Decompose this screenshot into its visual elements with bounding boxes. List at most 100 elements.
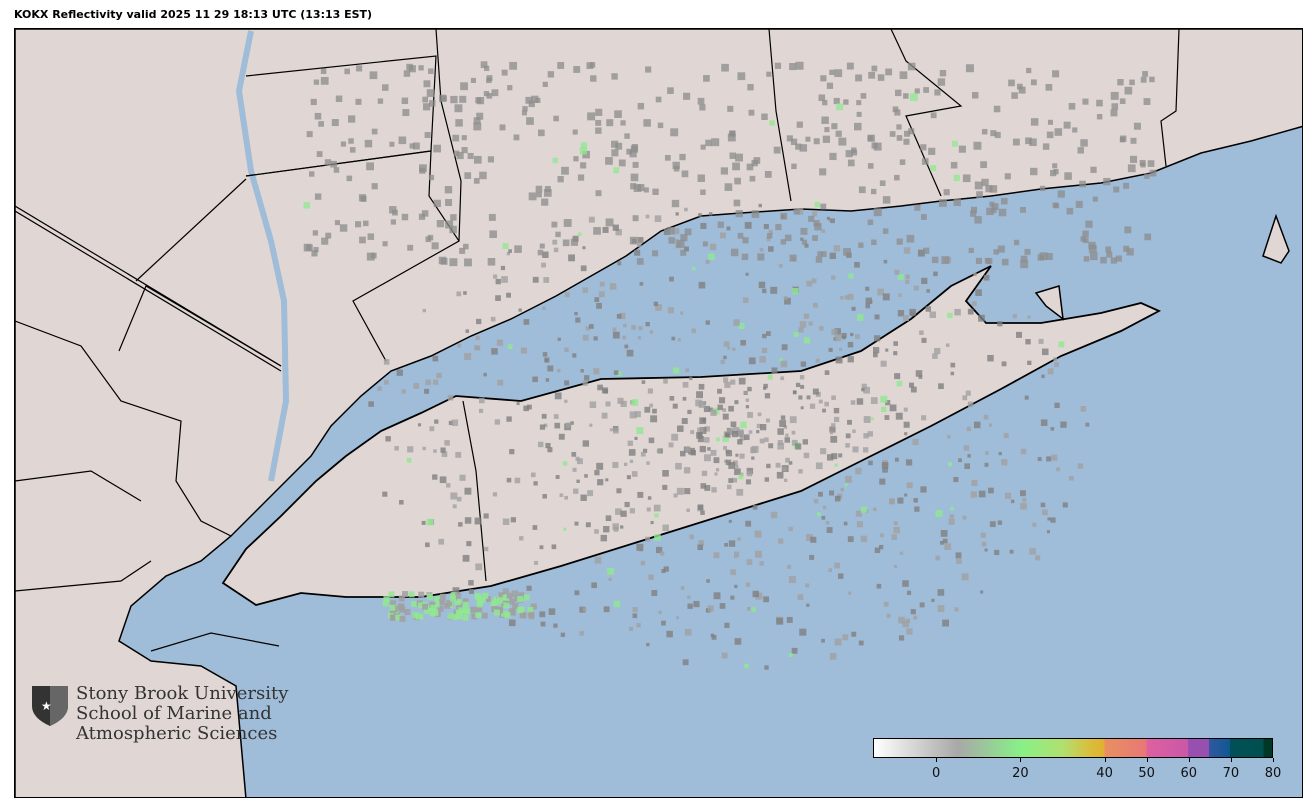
radar-echo-pixel xyxy=(845,433,851,439)
radar-echo-pixel xyxy=(590,75,597,82)
radar-echo-pixel xyxy=(593,336,598,341)
radar-echo-pixel xyxy=(445,199,453,207)
radar-echo-pixel xyxy=(938,199,947,207)
radar-echo-pixel xyxy=(921,415,927,421)
radar-echo-pixel xyxy=(805,534,813,542)
radar-echo-pixel xyxy=(701,470,708,477)
radar-echo-pixel xyxy=(645,322,650,327)
radar-echo-pixel xyxy=(814,201,820,208)
radar-echo-pixel xyxy=(520,612,527,619)
radar-echo-pixel xyxy=(554,422,561,429)
radar-echo-pixel xyxy=(1045,83,1053,91)
radar-echo-pixel xyxy=(792,288,799,295)
radar-echo-pixel xyxy=(449,225,457,234)
radar-echo-pixel xyxy=(1085,220,1093,228)
radar-echo-pixel xyxy=(812,388,819,395)
radar-echo-pixel xyxy=(579,606,586,613)
radar-echo-pixel xyxy=(676,616,680,620)
radar-echo-pixel xyxy=(680,234,688,242)
radar-echo-pixel xyxy=(777,442,785,450)
radar-echo-pixel xyxy=(526,585,532,591)
radar-echo-pixel xyxy=(619,312,626,320)
radar-echo-pixel xyxy=(664,154,671,161)
radar-echo-pixel xyxy=(731,431,738,438)
radar-echo-pixel xyxy=(882,228,889,234)
radar-echo-pixel xyxy=(446,483,451,488)
radar-echo-pixel xyxy=(785,433,789,437)
radar-echo-pixel xyxy=(805,583,810,588)
radar-echo-pixel xyxy=(470,77,476,83)
radar-echo-pixel xyxy=(404,609,411,616)
radar-echo-pixel xyxy=(787,564,792,569)
radar-echo-pixel xyxy=(956,558,962,564)
radar-echo-pixel xyxy=(407,446,414,453)
radar-echo-pixel xyxy=(835,130,842,137)
radar-echo-pixel xyxy=(950,371,955,376)
radar-echo-pixel xyxy=(478,408,484,413)
radar-echo-pixel xyxy=(799,321,807,328)
radar-echo-pixel xyxy=(813,498,819,504)
radar-echo-pixel xyxy=(819,326,824,331)
colorbar-tickmark xyxy=(1104,758,1106,762)
radar-echo-pixel xyxy=(413,383,420,389)
radar-echo-pixel xyxy=(1080,236,1086,242)
radar-echo-pixel xyxy=(746,471,753,477)
radar-echo-pixel xyxy=(651,590,658,596)
radar-echo-pixel xyxy=(970,210,977,217)
radar-echo-pixel xyxy=(777,428,784,435)
radar-echo-pixel xyxy=(739,430,744,435)
radar-echo-pixel xyxy=(646,507,651,512)
radar-echo-pixel xyxy=(904,432,908,436)
radar-echo-pixel xyxy=(543,423,548,428)
radar-echo-pixel xyxy=(868,460,873,466)
radar-echo-pixel xyxy=(967,454,971,458)
radar-echo-pixel xyxy=(447,394,454,401)
radar-echo-pixel xyxy=(557,62,565,69)
radar-echo-pixel xyxy=(975,289,982,296)
radar-echo-pixel xyxy=(526,404,532,410)
radar-echo-pixel xyxy=(938,383,944,390)
radar-echo-pixel xyxy=(607,567,614,575)
radar-echo-pixel xyxy=(805,136,811,142)
radar-echo-pixel xyxy=(874,335,881,342)
radar-echo-pixel xyxy=(727,105,734,112)
radar-echo-pixel xyxy=(600,534,608,542)
radar-echo-pixel xyxy=(726,428,731,433)
radar-echo-pixel xyxy=(1013,239,1020,246)
radar-echo-pixel xyxy=(838,453,843,458)
radar-echo-pixel xyxy=(623,462,628,466)
radar-echo-pixel xyxy=(1142,71,1148,77)
radar-echo-pixel xyxy=(728,405,734,412)
radar-echo-pixel xyxy=(872,347,880,354)
radar-echo-pixel xyxy=(703,405,711,413)
radar-echo-pixel xyxy=(921,337,927,343)
radar-echo-pixel xyxy=(1042,143,1050,150)
radar-echo-pixel xyxy=(1144,233,1152,241)
radar-echo-pixel xyxy=(855,467,862,475)
radar-echo-pixel xyxy=(677,338,681,342)
radar-echo-pixel xyxy=(574,521,579,526)
radar-echo-pixel xyxy=(768,246,774,252)
state-borders xyxy=(15,29,1180,652)
colorbar-tickmark xyxy=(1146,758,1148,762)
radar-echo-pixel xyxy=(723,341,730,347)
radar-echo-pixel xyxy=(1009,549,1014,554)
radar-echo-pixel xyxy=(721,652,728,659)
radar-echo-pixel xyxy=(791,647,798,654)
radar-echo-pixel xyxy=(486,92,493,99)
radar-echo-pixel xyxy=(421,520,426,525)
radar-echo-pixel xyxy=(730,379,736,385)
radar-echo-pixel xyxy=(680,249,687,256)
radar-echo-pixel xyxy=(616,371,622,377)
radar-echo-pixel xyxy=(629,459,634,463)
radar-echo-pixel xyxy=(990,130,997,137)
radar-echo-pixel xyxy=(671,433,679,441)
radar-echo-pixel xyxy=(850,332,854,337)
radar-echo-pixel xyxy=(439,476,447,484)
radar-echo-pixel xyxy=(426,518,434,526)
radar-echo-pixel xyxy=(947,462,952,467)
radar-echo-pixel xyxy=(1037,457,1042,462)
radar-map[interactable] xyxy=(14,28,1303,798)
radar-echo-pixel xyxy=(479,171,487,180)
radar-echo-pixel xyxy=(737,439,743,445)
